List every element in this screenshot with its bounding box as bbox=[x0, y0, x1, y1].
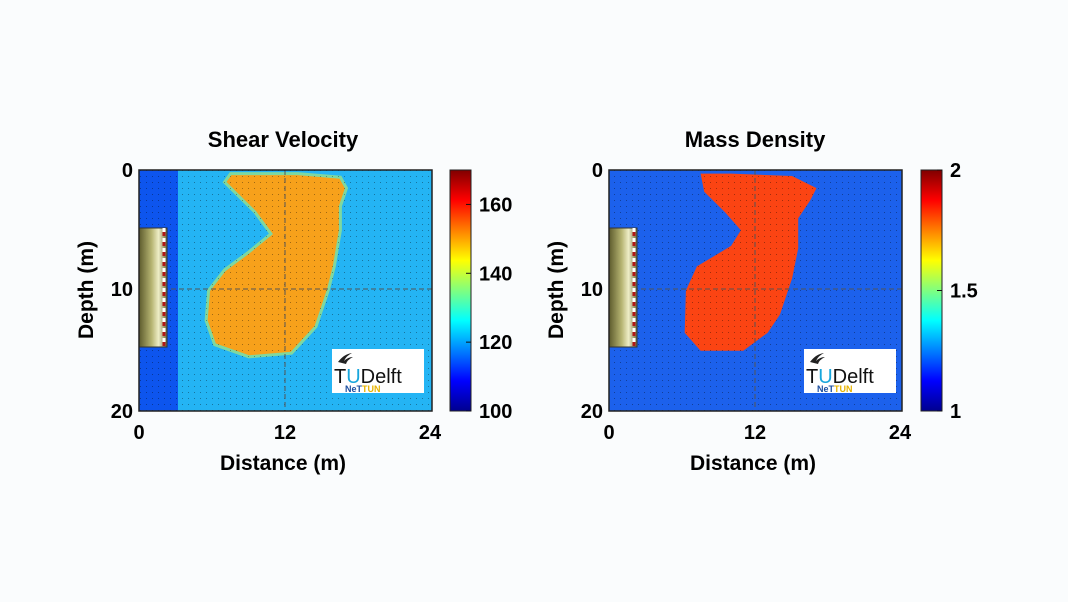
panel-title: Shear Velocity bbox=[208, 127, 359, 152]
colorbar: 100 120 140 160 bbox=[449, 169, 512, 423]
panel-shear-velocity: Shear Velocity TUDelft NeTTUN 0 12 24 0 … bbox=[75, 127, 512, 475]
seismic-source bbox=[609, 227, 638, 348]
x-axis-label: Distance (m) bbox=[690, 452, 816, 475]
svg-text:TUDelft: TUDelft bbox=[334, 366, 402, 388]
svg-text:NeTTUN: NeTTUN bbox=[817, 384, 853, 394]
y-tick-label: 10 bbox=[111, 279, 133, 301]
x-tick-label: 24 bbox=[419, 422, 442, 444]
axes-frame bbox=[138, 169, 433, 412]
seismic-source bbox=[139, 227, 168, 348]
axes-frame bbox=[608, 169, 903, 412]
colorbar-tick-label: 2 bbox=[950, 160, 961, 182]
svg-text:NeTTUN: NeTTUN bbox=[345, 384, 381, 394]
colorbar-tick-label: 100 bbox=[479, 401, 512, 423]
x-tick-label: 0 bbox=[603, 422, 614, 444]
colorbar-tick-label: 1 bbox=[950, 401, 961, 423]
colorbar-tick-label: 160 bbox=[479, 194, 512, 216]
x-axis-label: Distance (m) bbox=[220, 452, 346, 475]
flame-icon bbox=[338, 353, 353, 364]
colorbar-tick-label: 1.5 bbox=[950, 281, 978, 303]
x-tick-label: 12 bbox=[744, 422, 766, 444]
tudelft-logo: TUDelft NeTTUN bbox=[332, 349, 424, 394]
y-tick-label: 20 bbox=[111, 401, 133, 423]
y-tick-label: 0 bbox=[592, 160, 603, 182]
tudelft-logo: TUDelft NeTTUN bbox=[804, 349, 896, 394]
y-axis-label: Depth (m) bbox=[75, 241, 98, 339]
x-tick-label: 12 bbox=[274, 422, 296, 444]
y-tick-label: 10 bbox=[581, 279, 603, 301]
x-tick-label: 0 bbox=[133, 422, 144, 444]
panel-mass-density: Mass Density TUDelft NeTTUN 0 12 24 0 10… bbox=[545, 127, 978, 475]
flame-icon bbox=[810, 353, 825, 364]
y-axis-label: Depth (m) bbox=[545, 241, 568, 339]
y-tick-label: 0 bbox=[122, 160, 133, 182]
x-tick-label: 24 bbox=[889, 422, 912, 444]
colorbar-gradient bbox=[449, 169, 472, 412]
panel-title: Mass Density bbox=[685, 127, 826, 152]
y-tick-label: 20 bbox=[581, 401, 603, 423]
colorbar-tick-label: 120 bbox=[479, 332, 512, 354]
colorbar-tick-label: 140 bbox=[479, 263, 512, 285]
svg-text:TUDelft: TUDelft bbox=[806, 366, 874, 388]
colorbar: 11.52 bbox=[920, 160, 978, 423]
